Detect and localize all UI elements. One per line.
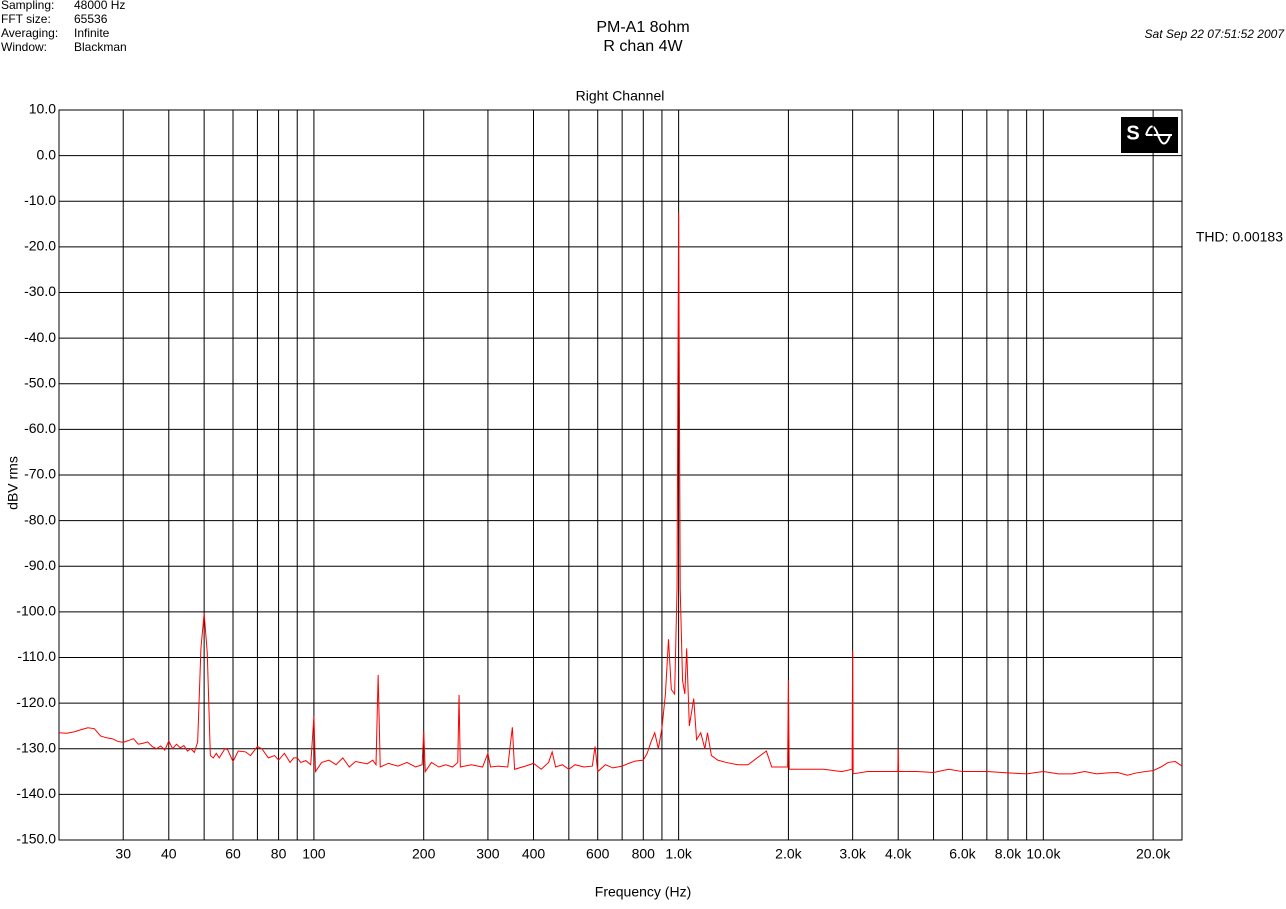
chart-title: Right Channel xyxy=(576,88,665,104)
x-tick-label: 3.0k xyxy=(839,846,866,862)
x-tick-label: 2.0k xyxy=(775,846,802,862)
logo: S xyxy=(1121,117,1178,153)
setting-value: 65536 xyxy=(74,12,108,26)
timestamp: Sat Sep 22 07:51:52 2007 xyxy=(1145,27,1286,41)
y-tick-label: -120.0 xyxy=(16,694,56,710)
x-tick-label: 80 xyxy=(271,846,287,862)
setting-value: 48000 Hz xyxy=(74,0,125,12)
y-axis-label: dBV rms xyxy=(5,456,21,510)
x-tick-label: 100 xyxy=(302,846,326,862)
y-tick-label: -130.0 xyxy=(16,739,56,755)
x-tick-label: 10.0k xyxy=(1026,846,1061,862)
x-tick-label: 60 xyxy=(225,846,241,862)
y-tick-label: -50.0 xyxy=(24,374,56,390)
logo-mark: S xyxy=(1126,122,1139,144)
x-tick-label: 600 xyxy=(586,846,610,862)
settings: Sampling: 48000 Hz FFT size: 65536 Averaging… xyxy=(1,0,127,54)
y-tick-label: -60.0 xyxy=(24,420,56,436)
title-line-2: R chan 4W xyxy=(603,38,683,55)
y-tick-label: -140.0 xyxy=(16,785,56,801)
y-tick-label: -110.0 xyxy=(17,648,56,664)
title-line-1: PM-A1 8ohm xyxy=(596,19,689,36)
x-tick-label: 30 xyxy=(115,846,131,862)
x-tick-label: 400 xyxy=(522,846,546,862)
setting-value: Blackman xyxy=(74,40,127,54)
x-tick-label: 40 xyxy=(161,846,177,862)
y-tick-label: -90.0 xyxy=(24,557,56,573)
y-tick-label: 0.0 xyxy=(37,146,57,162)
x-axis-label: Frequency (Hz) xyxy=(595,884,691,900)
y-tick-label: -40.0 xyxy=(24,329,56,345)
annotation: THD: 0.00183 xyxy=(1196,229,1283,245)
setting-label: Window: xyxy=(1,40,47,54)
plot-frame xyxy=(58,109,1183,841)
x-tick-label: 800 xyxy=(632,846,656,862)
y-tick-label: 10.0 xyxy=(29,101,56,117)
x-tick-label: 4.0k xyxy=(885,846,912,862)
setting-label: Sampling: xyxy=(1,0,54,12)
x-tick-label: 1.0k xyxy=(665,846,692,862)
x-tick-label: 8.0k xyxy=(995,846,1022,862)
logo-wave xyxy=(1145,125,1172,145)
y-tick-label: -30.0 xyxy=(24,283,56,299)
setting-label: FFT size: xyxy=(1,12,51,26)
y-tick-label: -80.0 xyxy=(24,511,56,527)
x-tick-label: 300 xyxy=(476,846,500,862)
x-tick-label: 6.0k xyxy=(949,846,976,862)
y-tick-label: -20.0 xyxy=(24,238,56,254)
y-tick-label: -150.0 xyxy=(16,831,56,847)
x-tick-label: 20.0k xyxy=(1136,846,1171,862)
x-tick-label: 200 xyxy=(412,846,436,862)
y-tick-label: -70.0 xyxy=(24,466,56,482)
setting-value: Infinite xyxy=(74,26,110,40)
y-tick-label: -100.0 xyxy=(16,603,56,619)
spectrum-line xyxy=(58,212,1183,776)
y-tick-label: -10.0 xyxy=(24,192,56,208)
setting-label: Averaging: xyxy=(1,26,58,40)
